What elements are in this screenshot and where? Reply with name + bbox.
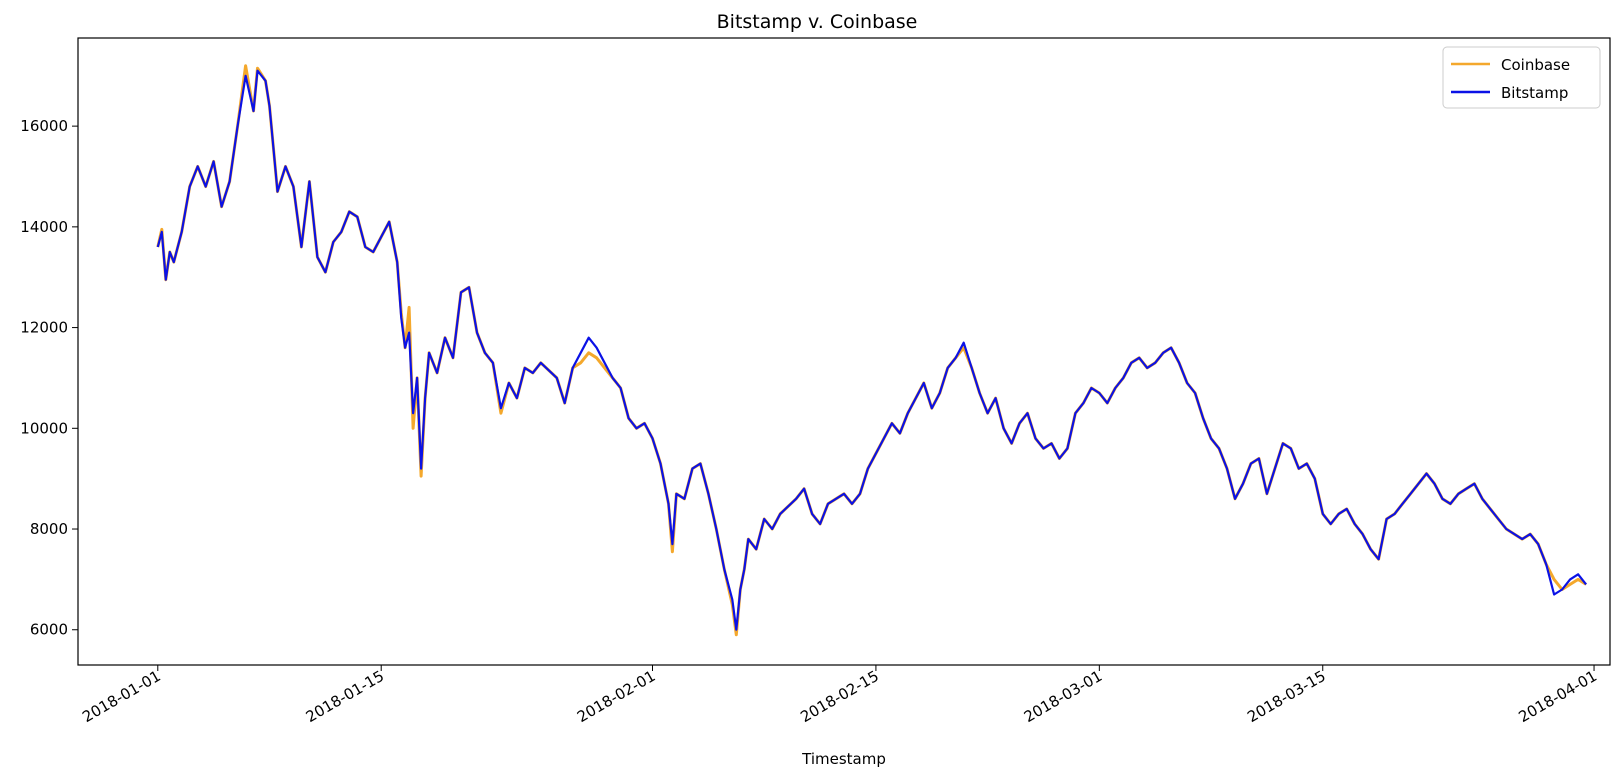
plot-frame xyxy=(77,37,1611,666)
x-tick-label: 2018-02-01 xyxy=(574,667,659,726)
series-layer xyxy=(156,64,1587,637)
legend: Coinbase Bitstamp xyxy=(1442,46,1601,109)
y-tick-label: 16000 xyxy=(20,117,68,135)
y-tick-label: 6000 xyxy=(30,621,68,639)
x-tick-label: 2018-02-15 xyxy=(797,667,882,726)
legend-label-bitstamp: Bitstamp xyxy=(1501,84,1568,102)
x-axis: 2018-01-01 2018-01-15 2018-02-01 2018-02-15… xyxy=(79,665,1600,726)
y-tick-label: 14000 xyxy=(20,218,68,236)
x-tick-label: 2018-03-01 xyxy=(1021,667,1106,726)
chart-title: Bitstamp v. Coinbase xyxy=(717,11,918,33)
y-tick-label: 10000 xyxy=(20,419,68,437)
y-tick-label: 12000 xyxy=(20,319,68,337)
y-tick-label: 8000 xyxy=(30,520,68,538)
x-axis-label: Timestamp xyxy=(801,750,886,768)
x-tick-label: 2018-01-15 xyxy=(303,667,388,726)
series-line-bitstamp xyxy=(156,69,1587,631)
y-axis: 6000 8000 10000 12000 14000 16000 xyxy=(20,117,78,639)
legend-label-coinbase: Coinbase xyxy=(1501,56,1570,74)
x-tick-label: 2018-04-01 xyxy=(1516,667,1601,726)
x-tick-label: 2018-01-01 xyxy=(79,667,164,726)
x-tick-label: 2018-03-15 xyxy=(1244,667,1329,726)
